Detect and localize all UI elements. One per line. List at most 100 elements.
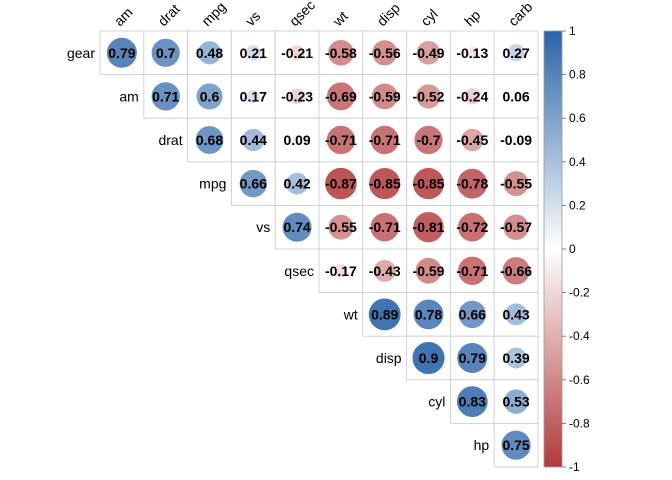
grid-cell — [274, 117, 320, 163]
column-label-am: am — [111, 4, 136, 29]
corr-circle-vs-qsec — [282, 212, 313, 243]
corr-circle-drat-vs — [241, 128, 266, 152]
corr-circle-qsec-cyl — [414, 257, 443, 285]
corr-circle-drat-qsec — [291, 134, 303, 146]
corr-value-mpg-cyl: -0.85 — [413, 176, 445, 192]
corr-value-wt-hp: 0.66 — [459, 306, 486, 322]
grid-cell — [406, 30, 451, 76]
corr-circle-mpg-wt — [324, 167, 358, 200]
corr-circle-gear-am — [106, 37, 138, 69]
corr-value-wt-carb: 0.43 — [502, 306, 529, 322]
corr-circle-am-disp — [371, 82, 399, 110]
column-labels: am drat mpg vs qsec wt disp cyl hp carb — [111, 0, 536, 30]
corr-circle-wt-carb — [504, 302, 528, 326]
corr-circle-am-wt — [326, 81, 356, 111]
corr-circle-qsec-hp — [457, 256, 488, 286]
corr-circle-qsec-carb — [501, 256, 531, 286]
corr-value-cyl-carb: 0.53 — [502, 394, 529, 410]
column-label-drat: drat — [155, 1, 183, 29]
corr-value-vs-cyl: -0.81 — [413, 219, 445, 235]
corr-value-disp-carb: 0.39 — [502, 350, 529, 366]
corr-circle-am-cyl — [415, 83, 442, 110]
corr-circle-qsec-disp — [373, 259, 397, 283]
corr-value-vs-hp: -0.72 — [456, 219, 488, 235]
corr-circle-wt-hp — [458, 300, 487, 329]
corr-circle-mpg-disp — [368, 167, 401, 200]
row-labels: gear am drat mpg vs qsec wt disp cyl hp — [67, 45, 489, 453]
corr-value-gear-disp: -0.56 — [369, 45, 401, 61]
legend-tick-label: 0.4 — [569, 155, 586, 169]
corr-value-mpg-hp: -0.78 — [456, 176, 488, 192]
corr-value-gear-drat: 0.7 — [156, 45, 176, 61]
corr-circle-vs-hp — [457, 212, 488, 243]
column-label-mpg: mpg — [198, 0, 229, 29]
corr-value-hp-carb: 0.75 — [502, 437, 529, 453]
corr-circle-gear-cyl — [416, 40, 441, 66]
row-label-mpg: mpg — [199, 176, 226, 192]
corr-circle-disp-hp — [456, 342, 488, 374]
corr-circle-vs-cyl — [412, 211, 445, 243]
corr-value-drat-hp: -0.45 — [456, 132, 488, 148]
corr-circle-am-carb — [511, 91, 521, 101]
corr-value-gear-vs: 0.21 — [240, 45, 267, 61]
corr-value-drat-carb: -0.09 — [500, 132, 532, 148]
corr-circle-drat-hp — [460, 128, 485, 152]
color-legend: -1 -0.8 -0.6 -0.4 -0.2 0 0.2 0.4 0.6 0.8 1 — [543, 24, 590, 474]
corr-value-qsec-carb: -0.66 — [500, 263, 532, 279]
column-label-hp: hp — [461, 7, 483, 29]
corr-value-qsec-hp: -0.71 — [456, 263, 488, 279]
corr-circle-drat-disp — [369, 125, 400, 155]
corr-circle-disp-carb — [505, 346, 528, 370]
legend-tick-label: -0.2 — [569, 286, 590, 300]
corr-circle-wt-cyl — [413, 298, 444, 330]
legend-tick-label: 1 — [569, 24, 576, 38]
corr-circle-drat-cyl — [413, 125, 444, 155]
row-label-hp: hp — [474, 437, 490, 453]
corr-circle-gear-hp — [465, 46, 479, 60]
corr-circle-gear-vs — [245, 44, 262, 61]
corr-circle-mpg-vs — [239, 169, 268, 198]
corr-circle-cyl-hp — [456, 385, 489, 418]
legend-tick-label: 0.6 — [569, 111, 586, 125]
corr-value-mpg-vs: 0.66 — [240, 176, 267, 192]
corr-circle-disp-cyl — [411, 341, 446, 375]
corr-value-drat-qsec: 0.09 — [283, 132, 310, 148]
corr-value-vs-wt: -0.55 — [325, 219, 357, 235]
corr-value-am-mpg: 0.6 — [200, 88, 220, 104]
corr-value-mpg-qsec: 0.42 — [283, 176, 310, 192]
column-label-qsec: qsec — [286, 0, 318, 29]
grid-cell — [318, 248, 364, 294]
corr-value-gear-mpg: 0.48 — [196, 45, 223, 61]
corr-value-mpg-wt: -0.87 — [325, 176, 357, 192]
corr-value-am-cyl: -0.52 — [413, 88, 445, 104]
row-label-disp: disp — [376, 350, 402, 366]
column-label-vs: vs — [242, 8, 263, 29]
legend-tick-label: -0.6 — [569, 373, 590, 387]
corr-value-drat-cyl: -0.7 — [416, 132, 440, 148]
row-label-am: am — [119, 88, 138, 104]
corr-value-gear-qsec: -0.21 — [281, 45, 313, 61]
row-label-wt: wt — [343, 306, 358, 322]
legend-tick-label: 0.2 — [569, 198, 586, 212]
corr-circle-gear-qsec — [288, 44, 306, 61]
corr-circle-mpg-carb — [503, 170, 530, 197]
corr-circle-gear-drat — [151, 38, 181, 68]
corr-circle-cyl-carb — [503, 388, 529, 415]
legend-tick-label: 0.8 — [569, 68, 586, 82]
corr-circle-mpg-hp — [456, 168, 488, 200]
corr-circle-gear-disp — [371, 39, 398, 66]
corr-value-disp-hp: 0.79 — [459, 350, 486, 366]
corr-value-vs-disp: -0.71 — [369, 219, 401, 235]
corr-value-am-vs: 0.17 — [240, 88, 267, 104]
corr-value-am-disp: -0.59 — [369, 88, 401, 104]
row-label-vs: vs — [256, 219, 270, 235]
corr-circle-hp-carb — [500, 430, 532, 461]
color-legend-bar — [543, 30, 563, 468]
corr-value-qsec-cyl: -0.59 — [413, 263, 445, 279]
corr-value-gear-cyl: -0.49 — [413, 45, 445, 61]
corr-value-am-carb: 0.06 — [502, 88, 529, 104]
corr-circle-vs-carb — [502, 213, 530, 241]
corr-value-am-drat: 0.71 — [152, 88, 179, 104]
corr-circle-drat-mpg — [195, 125, 224, 155]
